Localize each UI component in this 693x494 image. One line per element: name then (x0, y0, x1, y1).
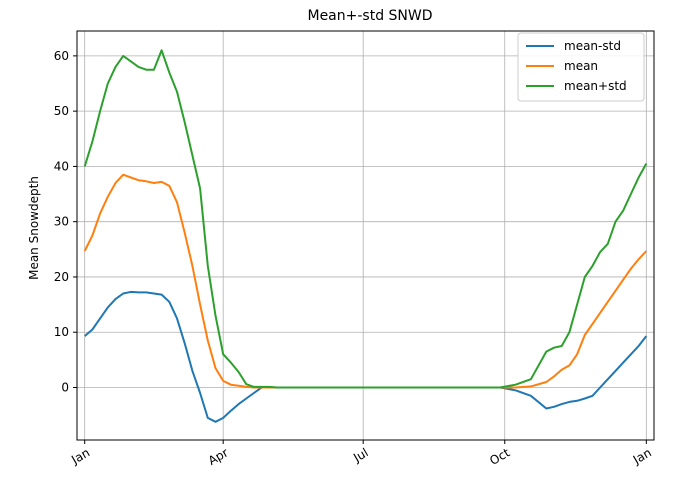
x-tick-label: Apr (206, 445, 231, 468)
legend-label: mean-std (564, 39, 621, 53)
y-axis-label: Mean Snowdepth (27, 176, 41, 280)
x-tick-label: Oct (487, 445, 512, 468)
y-tick-label: 30 (54, 215, 69, 229)
x-tick-label: Jul (350, 445, 370, 465)
y-tick-label: 0 (61, 380, 69, 394)
plot-frame (76, 30, 655, 441)
series-line-mean-std (84, 290, 648, 423)
y-tick-label: 60 (54, 49, 69, 63)
y-tick-label: 40 (54, 159, 69, 173)
series-line-mean (83, 173, 648, 389)
grid-layer (77, 31, 654, 440)
legend: mean-std mean mean+std (517, 32, 645, 102)
x-tick-label: Jan (630, 445, 654, 467)
x-tick-label: Jan (68, 445, 92, 467)
legend-label: mean (564, 59, 598, 73)
y-tick-label: 50 (54, 104, 69, 118)
legend-label: mean+std (564, 79, 627, 93)
y-tick-label: 10 (54, 325, 69, 339)
tick-layer: 0 10 20 30 40 50 60 Jan Apr Jul Oct Jan (54, 49, 654, 468)
series-line-mean+std (83, 49, 648, 389)
series-layer (83, 49, 648, 423)
y-tick-label: 20 (54, 270, 69, 284)
legend-box (517, 32, 645, 102)
chart-title: Mean+-std SNWD (307, 8, 432, 24)
